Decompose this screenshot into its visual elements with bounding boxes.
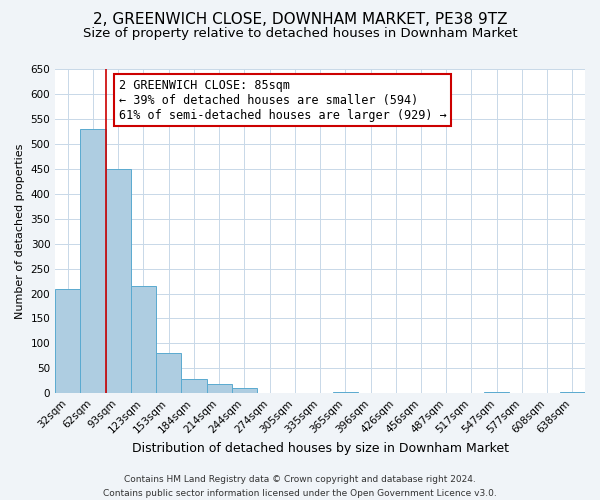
Bar (560, 392, 585, 394)
Bar (232, 388, 257, 394)
Bar (206, 384, 232, 394)
Bar (156, 354, 181, 394)
Bar (332, 392, 358, 394)
Y-axis label: Number of detached properties: Number of detached properties (15, 144, 25, 319)
X-axis label: Distribution of detached houses by size in Downham Market: Distribution of detached houses by size … (131, 442, 509, 455)
Bar (131, 286, 156, 394)
Bar (484, 392, 509, 394)
Bar (106, 169, 131, 394)
Bar (55, 288, 80, 394)
Text: Contains HM Land Registry data © Crown copyright and database right 2024.
Contai: Contains HM Land Registry data © Crown c… (103, 476, 497, 498)
Bar (80, 129, 106, 394)
Text: Size of property relative to detached houses in Downham Market: Size of property relative to detached ho… (83, 28, 517, 40)
Text: 2 GREENWICH CLOSE: 85sqm
← 39% of detached houses are smaller (594)
61% of semi-: 2 GREENWICH CLOSE: 85sqm ← 39% of detach… (119, 78, 446, 122)
Text: 2, GREENWICH CLOSE, DOWNHAM MARKET, PE38 9TZ: 2, GREENWICH CLOSE, DOWNHAM MARKET, PE38… (93, 12, 507, 28)
Bar (181, 380, 206, 394)
